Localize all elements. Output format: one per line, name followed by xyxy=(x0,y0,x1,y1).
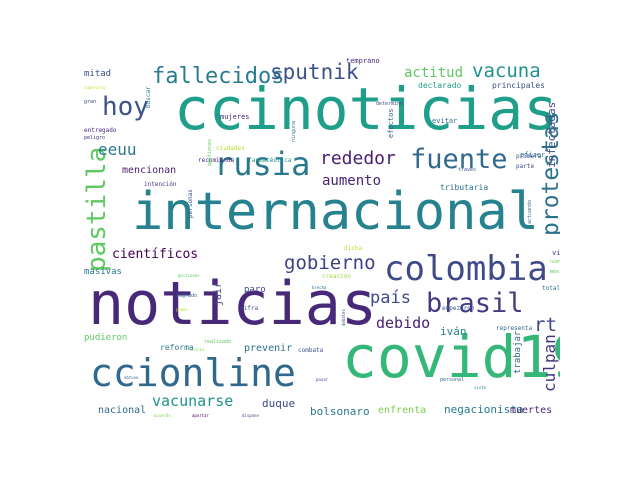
word: creación xyxy=(322,273,351,280)
word: eeuu xyxy=(98,140,137,159)
word: bolsonaro xyxy=(310,405,370,418)
word: temprano xyxy=(346,58,380,65)
word: superarlo xyxy=(84,85,106,90)
word: infectadas xyxy=(545,101,558,168)
word: culpan xyxy=(540,334,559,392)
word: entregado xyxy=(84,127,117,134)
word: efectos xyxy=(387,108,395,138)
word: méxico xyxy=(550,269,560,275)
word: internacional xyxy=(132,182,539,242)
word: cifra xyxy=(240,305,259,312)
word: acuerdo xyxy=(154,413,171,418)
word: rusia xyxy=(214,145,311,183)
word: virus xyxy=(552,249,560,257)
word: masivas xyxy=(84,267,122,277)
word: brasil xyxy=(426,288,524,319)
word: rt xyxy=(534,314,557,336)
word: gestiones xyxy=(207,138,213,166)
word: fuente xyxy=(410,144,508,175)
word: iván xyxy=(440,325,467,338)
word: covid19 xyxy=(342,323,560,391)
word: pudieron xyxy=(84,333,128,343)
word: intención xyxy=(144,181,177,188)
word: enfrenta xyxy=(378,405,427,416)
word: nacional xyxy=(98,405,147,416)
word: inicio xyxy=(190,347,205,352)
word: buscar xyxy=(145,86,152,108)
word: reforma xyxy=(160,343,194,352)
word: noticias xyxy=(88,269,377,339)
word: recomienda xyxy=(198,157,235,164)
word: ccionline xyxy=(90,351,296,395)
word: obtuvo xyxy=(124,375,139,380)
word: hoy xyxy=(102,92,149,122)
word: actitud xyxy=(404,65,464,81)
word: vacunarse xyxy=(152,392,234,410)
word: determino xyxy=(376,101,404,107)
word: mujeres xyxy=(220,113,250,121)
word: pfizer xyxy=(520,151,546,159)
word: prevenir xyxy=(244,343,293,354)
word: declarado xyxy=(418,81,462,90)
word: realizado xyxy=(204,339,232,345)
word: debido xyxy=(376,314,431,332)
word: científicos xyxy=(112,247,199,262)
word: farmacéutica xyxy=(248,157,292,164)
word: colombia xyxy=(384,249,548,289)
word: ciudades xyxy=(216,145,245,152)
word: ninguna xyxy=(291,120,297,142)
word: personal xyxy=(440,377,465,383)
word: actuando xyxy=(527,199,533,224)
word: combata xyxy=(298,347,324,354)
word: país xyxy=(370,288,411,308)
word: mencionan xyxy=(122,165,177,176)
word: aumento xyxy=(322,173,382,189)
word: visto xyxy=(474,385,487,390)
word: sputnik xyxy=(270,60,359,84)
word: jair xyxy=(213,281,224,306)
word: trabajar xyxy=(513,330,523,374)
word: rededor xyxy=(320,148,396,169)
word: mitad xyxy=(84,69,112,79)
word: representa xyxy=(496,325,533,332)
word: personas xyxy=(187,189,194,218)
word: paro xyxy=(244,285,266,295)
word: través xyxy=(458,167,477,173)
word: poder xyxy=(176,307,189,312)
word: brecha xyxy=(312,285,327,290)
word: duque xyxy=(262,397,296,410)
word: evitar xyxy=(432,117,458,125)
word: dispone xyxy=(242,413,259,418)
word: peligro xyxy=(84,135,106,141)
word: negacionista xyxy=(444,403,524,416)
word: muertes xyxy=(510,405,553,416)
word: primera xyxy=(516,153,542,160)
word: dicha xyxy=(344,245,363,252)
word: logrado xyxy=(176,293,198,299)
word: gobierno xyxy=(284,252,376,274)
word: gran xyxy=(84,99,97,105)
word: gestiones xyxy=(178,273,200,278)
word: total xyxy=(542,285,560,292)
word: ccinoticias xyxy=(174,75,559,143)
word: fallecidos xyxy=(152,64,285,89)
word: empezaron xyxy=(442,305,475,312)
word: debates xyxy=(341,309,346,326)
word: nueva xyxy=(550,259,560,265)
word: pastilla xyxy=(82,146,112,272)
word: tributaria xyxy=(440,183,489,192)
word: aportar xyxy=(192,413,209,418)
word: vacuna xyxy=(472,60,541,82)
word-cloud: internacional noticias ccinoticias covid… xyxy=(80,58,560,422)
word: pasar xyxy=(316,377,329,382)
word: principales xyxy=(492,81,545,90)
word: parte xyxy=(516,163,535,170)
